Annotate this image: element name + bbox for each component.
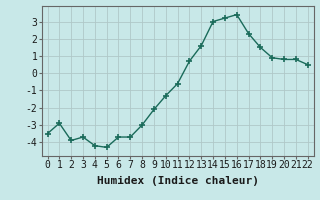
X-axis label: Humidex (Indice chaleur): Humidex (Indice chaleur) [97,176,259,186]
